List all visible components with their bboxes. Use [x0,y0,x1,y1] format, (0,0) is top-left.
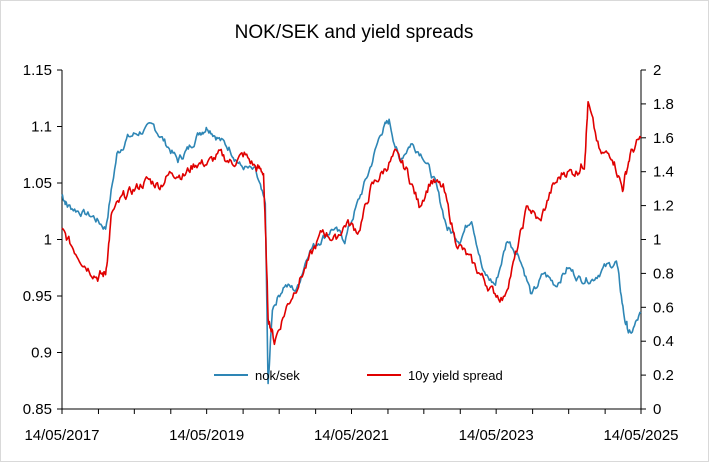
y2-tick-label: 1.8 [653,96,674,113]
y-tick-label: 1.05 [23,175,52,192]
y2-tick-label: 1.4 [653,164,674,181]
x-tick-label: 14/05/2021 [314,427,389,444]
y2-tick-label: 0.6 [653,299,674,316]
y2-tick-label: 1.2 [653,198,674,215]
y2-tick-label: 0.4 [653,333,674,350]
y-tick-label: 0.95 [23,288,52,305]
y2-tick-label: 2 [653,62,661,79]
chart-title: NOK/SEK and yield spreads [235,22,474,43]
legend-label-nok-sek: nok/sek [255,368,300,383]
axes: 0.85 0.9 0.95 1 1.05 1.1 1.15 0 0.2 0.4 0.6 0.8 1 1.2… [23,62,679,444]
x-tick-label: 14/05/2019 [169,427,244,444]
series-line-yield-spread [61,101,642,346]
series-layer [61,101,642,385]
legend-label-yield-spread: 10y yield spread [408,368,503,383]
y-tick-label: 1.15 [23,62,52,79]
y2-tick-label: 0 [653,401,661,418]
y-tick-label: 1.1 [31,119,52,136]
y2-tick-label: 0.8 [653,265,674,282]
y2-tick-label: 1.6 [653,130,674,147]
y2-tick-label: 0.2 [653,367,674,384]
y-tick-label: 1 [44,232,52,249]
x-tick-label: 14/05/2023 [459,427,534,444]
series-line-nok-sek [61,118,642,385]
x-tick-label: 14/05/2025 [603,427,678,444]
y2-tick-label: 1 [653,232,661,249]
y-tick-label: 0.9 [31,345,52,362]
y-tick-label: 0.85 [23,401,52,418]
x-tick-label: 14/05/2017 [24,427,99,444]
legend: nok/sek 10y yield spread [214,368,503,383]
